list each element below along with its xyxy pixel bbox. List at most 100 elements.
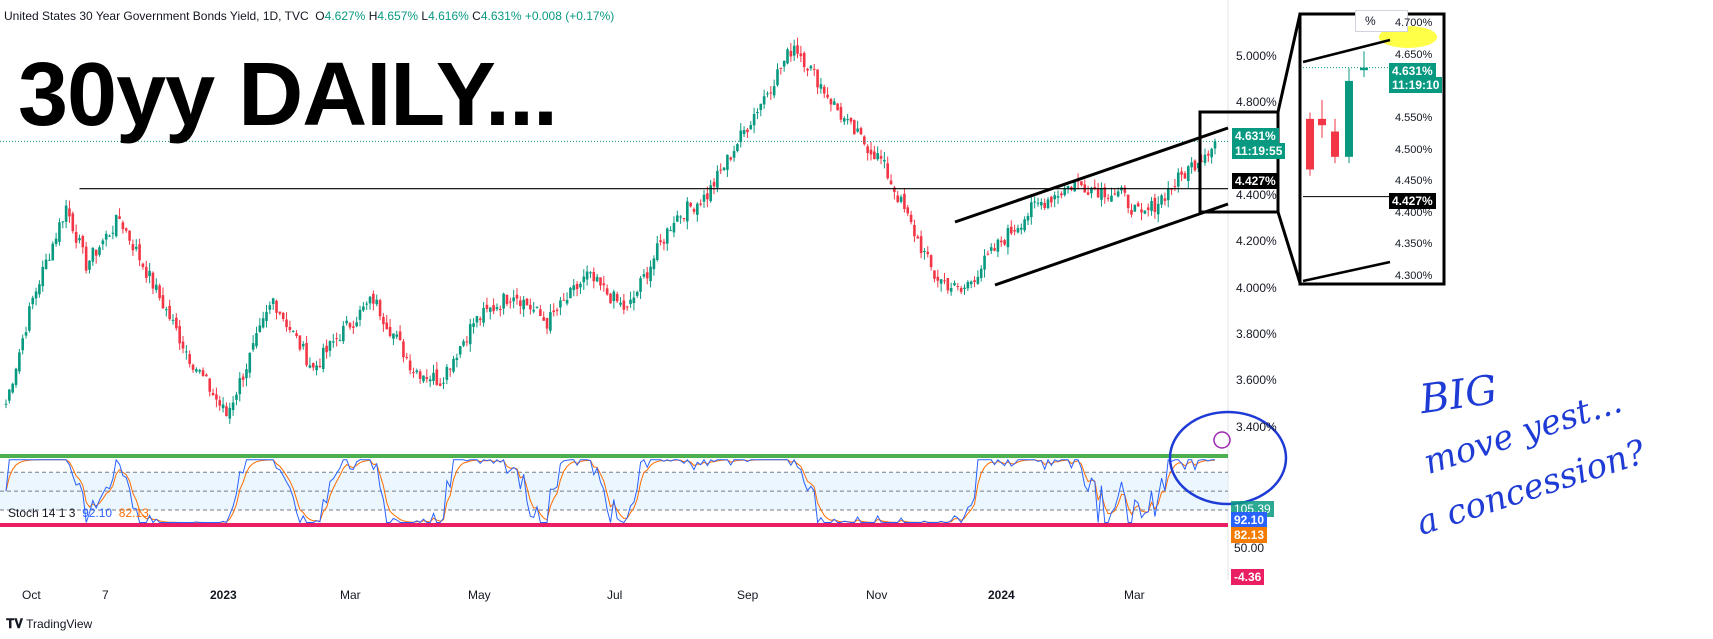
candle-body: [472, 323, 475, 327]
candle-body: [14, 368, 18, 385]
candle-body: [939, 279, 943, 284]
inset-level-tag: 4.427%: [1389, 193, 1436, 209]
candle-body: [1080, 181, 1083, 186]
candle-body: [635, 291, 639, 296]
brand-name: TradingView: [26, 617, 93, 631]
candle-body: [762, 96, 766, 105]
candle-body: [615, 294, 619, 302]
candle-body: [675, 215, 679, 222]
candle-body: [1016, 228, 1020, 233]
candle-body: [365, 303, 368, 305]
candle-body: [48, 259, 51, 261]
inset-tick-label: 4.300%: [1395, 270, 1433, 282]
candle-body: [198, 370, 202, 372]
candle-body: [936, 276, 940, 281]
inset-tick-label: 4.450%: [1395, 175, 1433, 188]
time-tick-label: Oct: [22, 588, 41, 602]
stoch-k-tag: 92.10: [1231, 512, 1268, 528]
candle-body: [265, 311, 268, 321]
candle-body: [422, 375, 425, 382]
candle-body: [692, 208, 696, 212]
chart-headline: 30yy DAILY...: [18, 45, 558, 145]
candle-body: [842, 118, 846, 122]
candle-body: [34, 291, 38, 299]
candle-body: [792, 45, 796, 56]
candle-body: [101, 240, 105, 245]
time-tick-label: Jul: [607, 588, 623, 602]
candle-body: [605, 288, 609, 295]
candle-body: [378, 300, 382, 317]
candle-body: [686, 201, 689, 222]
candle-body: [58, 222, 61, 242]
candle-body: [1160, 195, 1163, 205]
candle-body: [662, 241, 666, 244]
candle-body: [1143, 210, 1147, 214]
time-tick-label: 7: [102, 588, 109, 602]
candle-body: [669, 230, 672, 232]
candle-body: [645, 272, 649, 279]
candle-body: [1050, 196, 1053, 203]
candle-body: [1043, 202, 1046, 209]
candle-body: [502, 293, 505, 309]
percent-scale-button[interactable]: %: [1355, 10, 1408, 32]
candle-body: [519, 300, 522, 306]
price-tick-label: 4.000%: [1236, 280, 1277, 295]
candle-body: [609, 293, 612, 304]
candle-body: [345, 320, 348, 324]
candle-body: [151, 272, 155, 289]
high-value: 4.657%: [377, 9, 419, 23]
stoch-low-tag: -4.36: [1231, 569, 1265, 585]
candle-body: [181, 341, 185, 349]
candle-body: [883, 159, 886, 162]
candle-body: [405, 356, 409, 358]
candle-body: [572, 285, 576, 291]
candle-body: [816, 69, 819, 88]
candle-body: [525, 298, 529, 306]
candle-body: [826, 94, 829, 98]
candle-body: [1093, 186, 1097, 189]
candle-body: [943, 280, 946, 282]
candle-body: [919, 236, 923, 254]
stochastic-pane: [0, 454, 1228, 527]
candle-body: [849, 117, 853, 122]
price-tick-label: 4.200%: [1236, 234, 1277, 249]
stoch-legend[interactable]: Stoch 14 1 3 92.10 82.13: [8, 506, 149, 520]
candle-body: [589, 272, 592, 274]
candle-body: [21, 338, 24, 351]
symbol-title: United States 30 Year Government Bonds Y…: [4, 9, 309, 23]
candle-body: [512, 297, 515, 302]
candle-body: [806, 68, 809, 71]
candle-body: [1200, 160, 1203, 162]
time-tick-label: 2023: [210, 588, 237, 602]
candle-body: [492, 305, 495, 312]
candle-body: [542, 317, 546, 321]
candle-body: [552, 310, 556, 313]
candle-body: [428, 379, 432, 382]
candle-body: [579, 283, 582, 288]
time-tick-label: Nov: [866, 588, 888, 602]
candle-body: [68, 208, 71, 217]
candle-body: [161, 295, 165, 309]
candle-body: [535, 306, 539, 308]
candle-body: [722, 167, 726, 171]
candle-body: [983, 255, 986, 270]
candle-body: [746, 129, 749, 133]
candle-body: [18, 352, 21, 372]
candle-body: [913, 225, 916, 237]
candle-body: [315, 365, 318, 371]
tradingview-logo[interactable]: 𝐓𝐕 TradingView: [6, 616, 93, 631]
candle-body: [665, 228, 669, 244]
candle-body: [1096, 188, 1100, 198]
candle-body: [208, 378, 212, 392]
candle-body: [933, 270, 936, 279]
open-value: 4.627%: [324, 9, 366, 23]
candle-body: [408, 360, 412, 371]
candle-body: [51, 243, 55, 261]
change-value: +0.008 (+0.17%): [524, 9, 615, 23]
candle-body: [1163, 198, 1167, 201]
candle-body: [1013, 230, 1016, 232]
candle-body: [926, 251, 930, 255]
candle-body: [258, 325, 262, 332]
candle-body: [949, 288, 953, 292]
